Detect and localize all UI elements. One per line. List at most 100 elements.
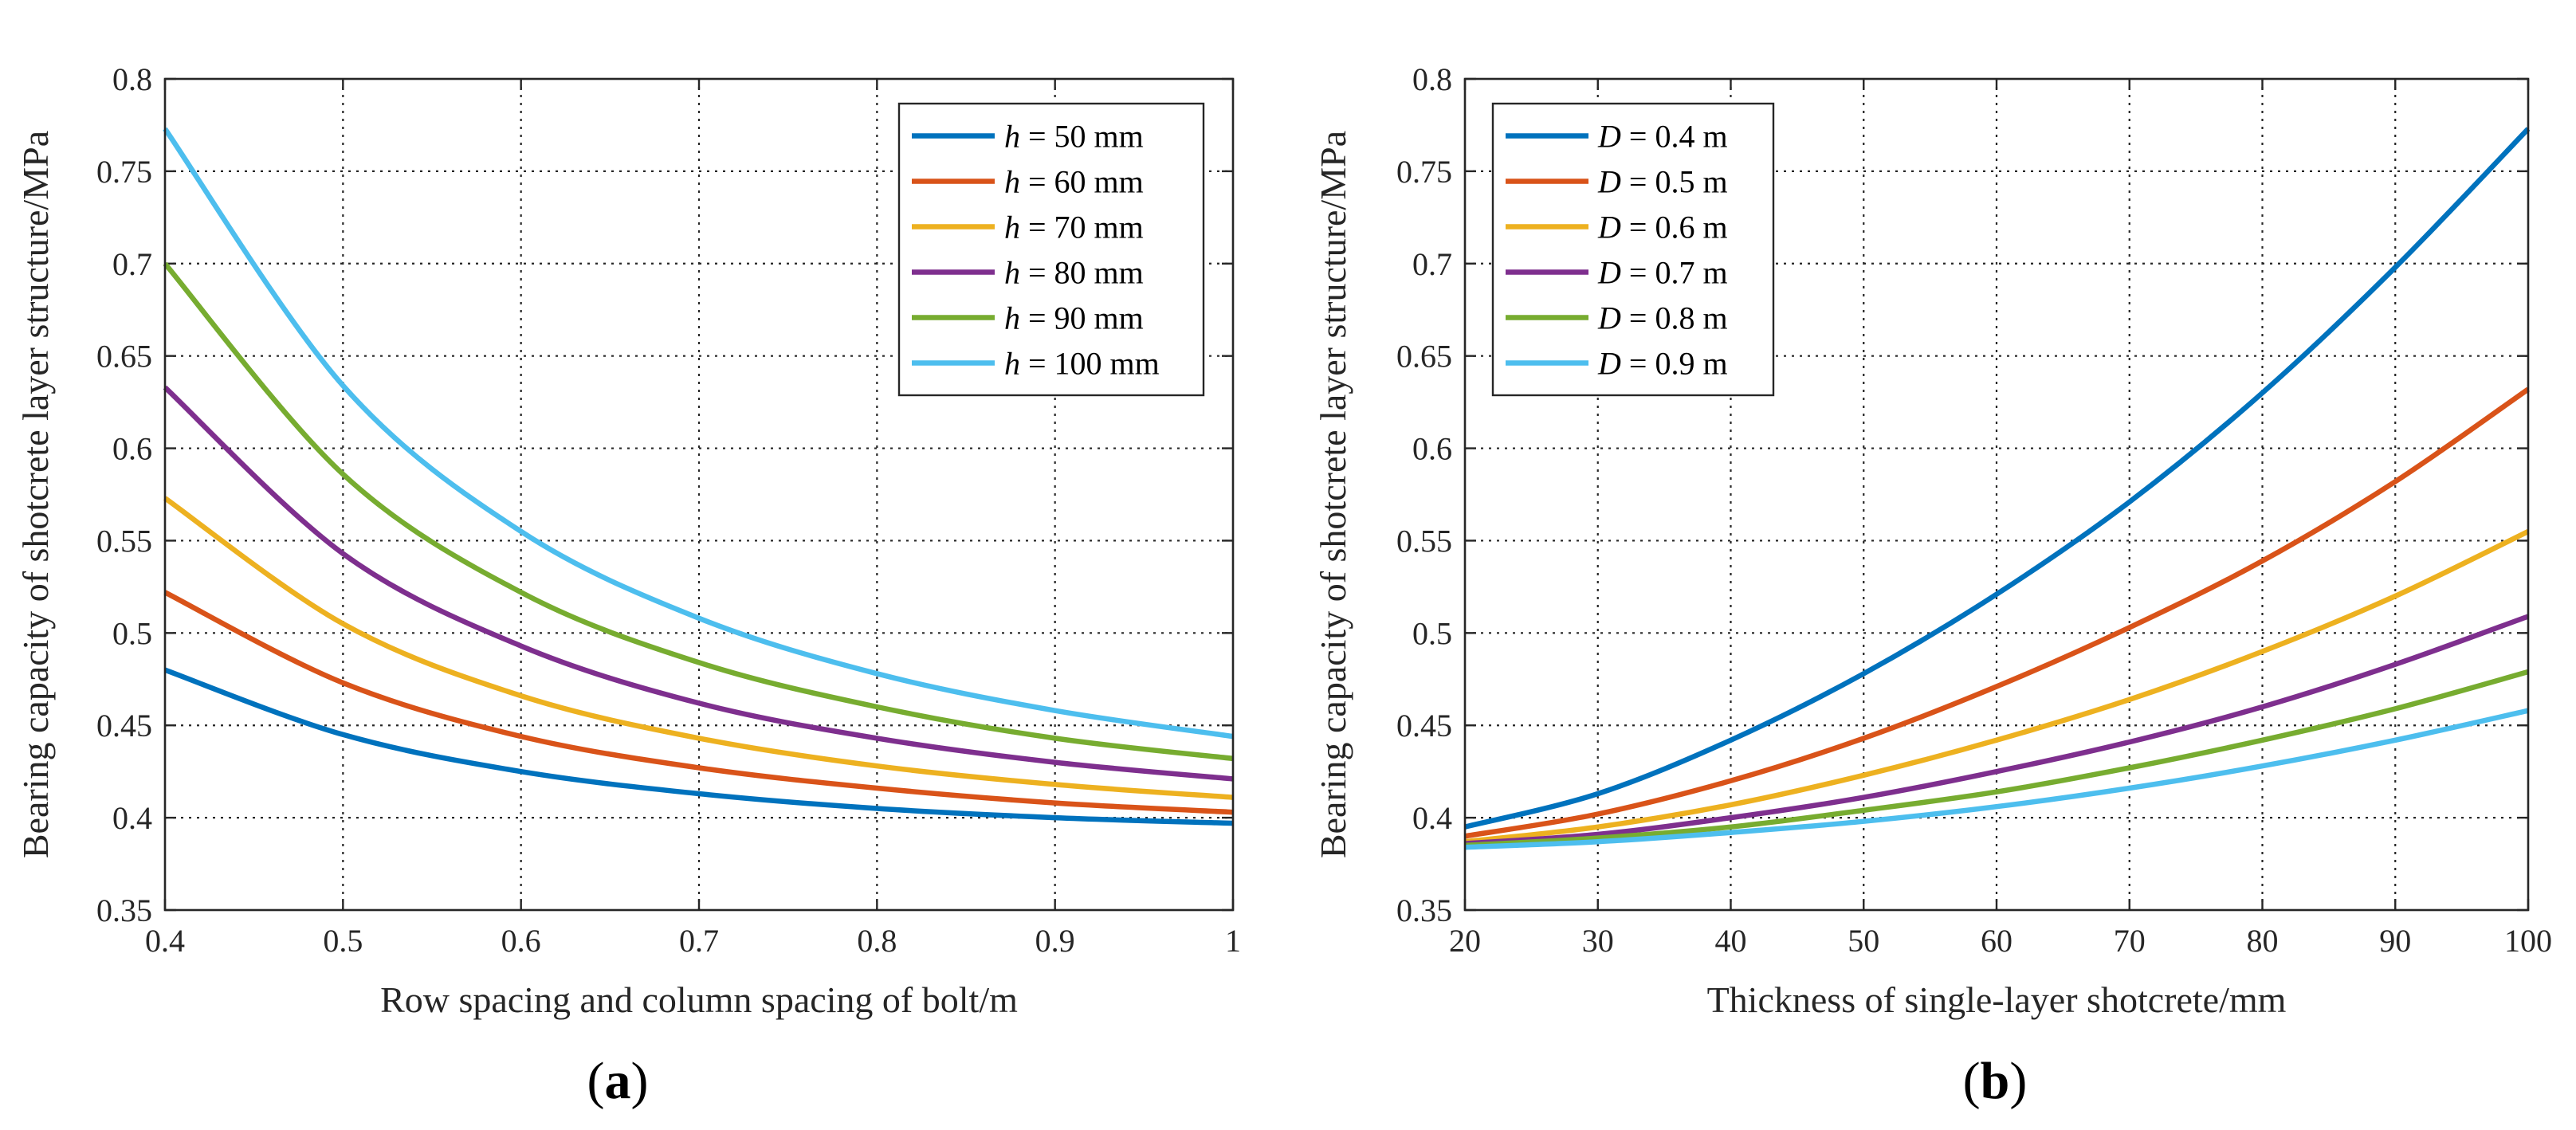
x-tick-label: 0.7 xyxy=(679,923,719,959)
legend-entry: h = 70 mm xyxy=(1004,210,1144,245)
legend-entry: D = 0.9 m xyxy=(1597,346,1728,382)
series-line-4 xyxy=(163,261,1234,762)
legend-variable: D xyxy=(1597,255,1621,291)
series-line-2 xyxy=(1464,528,2530,845)
legend-value: = 0.9 m xyxy=(1621,346,1728,382)
legend-value: = 0.8 m xyxy=(1621,300,1728,336)
legend-entry: h = 80 mm xyxy=(1004,255,1144,291)
legend-variable: h xyxy=(1004,119,1020,155)
panel-label-letter: b xyxy=(1981,1052,2010,1110)
x-tick-label: 100 xyxy=(2504,923,2552,959)
y-tick-label: 0.6 xyxy=(1412,431,1452,467)
legend-entry: D = 0.4 m xyxy=(1597,119,1728,155)
y-tick-label: 0.8 xyxy=(112,61,152,97)
panel-label-open: ( xyxy=(1963,1052,1981,1110)
y-tick-label: 0.35 xyxy=(1396,893,1452,928)
series-line-2 xyxy=(163,496,1234,800)
chart-panel-1: 20 30 40 50 60 70 80 90 100 0.35 0.4 0.45 0.5 0.55 0.6… xyxy=(1313,61,2552,1110)
y-tick-label: 0.65 xyxy=(96,339,152,375)
panel-label-close: ) xyxy=(631,1052,649,1110)
legend-variable: D xyxy=(1597,164,1621,200)
series-line-3 xyxy=(1464,614,2530,846)
series-line-0 xyxy=(163,667,1234,826)
x-tick-label: 1 xyxy=(1225,923,1241,959)
legend-entry: D = 0.6 m xyxy=(1597,210,1728,245)
x-tick-label: 60 xyxy=(1981,923,2012,959)
legend-box xyxy=(897,102,1205,397)
legend-value: = 70 mm xyxy=(1020,210,1144,245)
y-tick-label: 0.45 xyxy=(1396,708,1452,744)
series-line-0 xyxy=(1464,127,2531,830)
legend-variable: D xyxy=(1597,210,1621,245)
panel-label-letter: a xyxy=(605,1052,631,1110)
panel-label: (b) xyxy=(1963,1052,2028,1110)
legend: D = 0.4 mD = 0.5 mD = 0.6 mD = 0.7 mD = … xyxy=(1491,102,1775,397)
legend-entry: h = 90 mm xyxy=(1004,300,1144,336)
legend-entry: h = 100 mm xyxy=(1004,346,1160,382)
x-tick-label: 40 xyxy=(1715,923,1747,959)
series-line-1 xyxy=(163,590,1234,815)
legend-variable: h xyxy=(1004,300,1020,336)
legend-variable: D xyxy=(1597,119,1621,155)
y-tick-label: 0.55 xyxy=(96,523,152,559)
axes-frame xyxy=(1463,77,2530,912)
y-tick-label: 0.65 xyxy=(1396,339,1452,375)
legend-value: = 90 mm xyxy=(1020,300,1144,336)
series-line-1 xyxy=(1464,386,2530,839)
x-tick-label: 0.9 xyxy=(1035,923,1075,959)
y-tick-label: 0.5 xyxy=(112,615,152,651)
legend-value: = 100 mm xyxy=(1020,346,1160,382)
legend-entry: D = 0.8 m xyxy=(1597,300,1728,336)
x-tick-label: 0.4 xyxy=(145,923,185,959)
series-line-4 xyxy=(1464,669,2529,849)
chart-panel-0: 0.4 0.5 0.6 0.7 0.8 0.9 10.350.40.450.50.550.6… xyxy=(15,61,1241,1110)
legend-entry: h = 50 mm xyxy=(1004,119,1144,155)
series-line-5 xyxy=(163,127,1234,740)
x-tick-label: 90 xyxy=(2379,923,2411,959)
x-tick-label: 0.8 xyxy=(857,923,897,959)
legend-value: = 0.7 m xyxy=(1621,255,1728,291)
y-tick-label: 0.5 xyxy=(1412,615,1452,651)
legend-value: = 50 mm xyxy=(1020,119,1144,155)
panel-label-close: ) xyxy=(2009,1052,2027,1110)
legend-variable: h xyxy=(1004,210,1020,245)
legend-variable: h xyxy=(1004,346,1020,382)
x-tick-label: 0.6 xyxy=(501,923,541,959)
x-tick-label: 70 xyxy=(2114,923,2146,959)
legend: h = 50 mmh = 60 mmh = 70 mmh = 80 mmh = … xyxy=(897,102,1205,397)
y-tick-label: 0.4 xyxy=(1412,800,1452,836)
x-tick-label: 80 xyxy=(2247,923,2279,959)
series-line-5 xyxy=(1464,708,2529,850)
y-tick-label: 0.75 xyxy=(96,154,152,190)
legend-variable: h xyxy=(1004,164,1020,200)
y-tick-label: 0.4 xyxy=(112,800,152,836)
x-tick-label: 30 xyxy=(1582,923,1614,959)
y-tick-label: 0.6 xyxy=(112,431,152,467)
y-tick-label: 0.75 xyxy=(1396,154,1452,190)
x-tick-label: 20 xyxy=(1449,923,1481,959)
legend-entry: D = 0.7 m xyxy=(1597,255,1728,291)
x-tick-label: 50 xyxy=(1848,923,1879,959)
y-tick-label: 0.45 xyxy=(96,708,152,744)
legend-box xyxy=(1491,102,1775,397)
y-tick-label: 0.7 xyxy=(1412,246,1452,282)
y-tick-label: 0.55 xyxy=(1396,523,1452,559)
y-tick-label: 0.7 xyxy=(112,246,152,282)
panel-label: (a) xyxy=(587,1052,649,1110)
panel-label-open: ( xyxy=(587,1052,605,1110)
legend-value: = 60 mm xyxy=(1020,164,1144,200)
legend-value: = 0.5 m xyxy=(1621,164,1728,200)
legend-entry: D = 0.5 m xyxy=(1597,164,1728,200)
x-axis-label: Row spacing and column spacing of bolt/m xyxy=(380,979,1018,1020)
axes-frame xyxy=(163,77,1235,912)
y-axis-label: Bearing capacity of shotcrete layer stru… xyxy=(15,131,56,858)
y-tick-label: 0.35 xyxy=(96,893,152,928)
legend-value: = 0.4 m xyxy=(1621,119,1728,155)
y-axis-label: Bearing capacity of shotcrete layer stru… xyxy=(1313,131,1353,858)
y-tick-label: 0.8 xyxy=(1412,61,1452,97)
series-line-3 xyxy=(163,385,1234,782)
legend-variable: D xyxy=(1597,346,1621,382)
legend-value: = 80 mm xyxy=(1020,255,1144,291)
legend-variable: h xyxy=(1004,255,1020,291)
